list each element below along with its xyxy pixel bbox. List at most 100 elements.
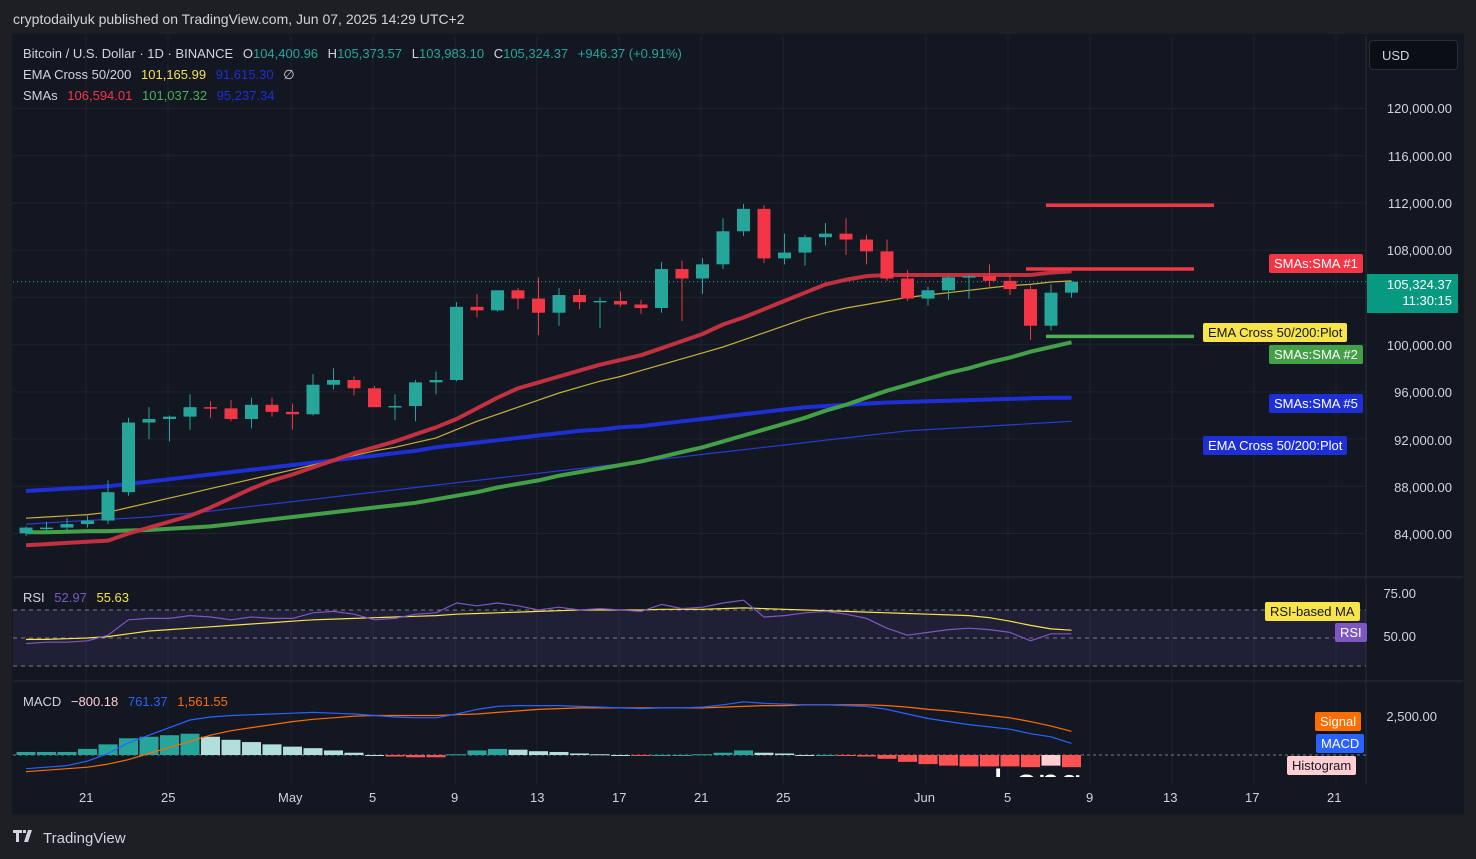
rsi-line: [25, 599, 1072, 645]
macd-hist-bar: [816, 755, 835, 756]
candle-body: [880, 251, 894, 279]
macd-hist-bar: [775, 753, 794, 755]
candle-body: [798, 237, 812, 253]
candle-body: [511, 290, 525, 299]
candle-body: [142, 418, 156, 423]
macd-hist-bar: [324, 750, 343, 755]
candle-body: [470, 306, 484, 311]
symbol-legend: Bitcoin / U.S. Dollar · 1D · BINANCE O10…: [23, 46, 688, 61]
candle-body: [183, 407, 197, 417]
x-tick: 9: [451, 790, 459, 805]
chart-frame[interactable]: [12, 34, 1464, 814]
ema-legend-symbol: ∅: [283, 67, 295, 82]
ohlc-h-value: 105,373.57: [337, 46, 403, 61]
price-tick: 88,000.00: [1394, 480, 1452, 495]
macd-hist-bar: [344, 752, 364, 755]
macd-hist-bar: [959, 755, 979, 767]
macd-hist-bar: [1000, 755, 1020, 767]
candle-body: [491, 290, 504, 311]
macd-hist-bar: [898, 755, 917, 762]
tag-ema-plot-yellow: EMA Cross 50/200:Plot: [1203, 323, 1348, 342]
macd-hist-bar: [365, 755, 384, 756]
macd-tick: 2,500.00: [1386, 709, 1437, 724]
sma1-line: [25, 269, 1072, 548]
candle-body: [224, 408, 238, 419]
x-tick: 25: [161, 790, 176, 805]
candle-body: [60, 524, 74, 528]
candle-body: [1065, 281, 1078, 293]
candle-body: [778, 252, 791, 259]
tag-rsi: RSI: [1335, 623, 1367, 642]
symbol-title: Bitcoin / U.S. Dollar · 1D · BINANCE: [23, 46, 234, 61]
ohlc-o: O104,400.96: [243, 46, 324, 61]
macd-hist-bar: [242, 742, 261, 755]
candle-body: [286, 411, 299, 415]
macd-hist-bar: [57, 751, 77, 755]
x-tick: 13: [530, 790, 545, 805]
candle-body: [450, 306, 463, 381]
macd-hist-bar: [918, 755, 938, 765]
macd-hist-bar: [426, 755, 446, 758]
tag-signal: Signal: [1315, 712, 1362, 731]
macd-hist-bar: [119, 738, 138, 755]
macd-hist-bar: [529, 751, 548, 755]
macd-hist-bar: [221, 739, 241, 755]
macd-line: [25, 701, 1072, 770]
macd-legend-line: 761.37: [127, 694, 168, 709]
candle-body: [634, 304, 648, 309]
price-tick: 112,000.00: [1387, 196, 1452, 211]
x-tick: 21: [694, 790, 709, 805]
top-bar: cryptodailyuk published on TradingView.c…: [0, 0, 1476, 34]
ohlc-l-label: L: [411, 46, 419, 61]
candle-body: [962, 276, 976, 278]
candle-body: [81, 520, 94, 525]
x-tick: 21: [79, 790, 94, 805]
macd-legend: MACD −800.18 761.37 1,561.55: [23, 694, 234, 709]
x-tick: 25: [776, 790, 791, 805]
macd-signal-line: [25, 704, 1072, 773]
candle-countdown: 11:30:15: [1402, 293, 1452, 308]
macd-hist-bar: [1021, 755, 1040, 768]
macd-hist-bar: [980, 755, 999, 767]
candle-body: [306, 384, 320, 415]
currency-button[interactable]: USD: [1369, 40, 1458, 70]
macd-hist-bar: [631, 755, 651, 756]
candle-body: [163, 416, 176, 419]
candle-body: [327, 380, 340, 385]
macd-hist-bar: [98, 744, 118, 755]
candle-body: [716, 231, 730, 265]
tag-histogram: Histogram: [1287, 756, 1357, 775]
macd-hist-bar: [283, 746, 302, 755]
macd-hist-bar: [406, 755, 425, 758]
macd-hist-bar: [488, 748, 507, 755]
sma2-line: [26, 340, 1072, 535]
tag-sma1: SMAs:SMA #1: [1269, 254, 1363, 273]
candle-body: [942, 277, 955, 291]
macd-hist-bar: [549, 751, 569, 755]
current-price-badge: 105,324.37 11:30:15: [1367, 274, 1458, 313]
price-tick: 100,000.00: [1386, 338, 1452, 353]
x-tick: May: [278, 790, 303, 805]
candle-body: [1044, 292, 1058, 326]
candle-body: [532, 298, 545, 313]
ohlc-o-value: 104,400.96: [252, 46, 319, 61]
macd-hist-bar: [652, 755, 671, 756]
ohlc-l-value: 103,983.10: [419, 46, 485, 61]
candle-body: [204, 407, 217, 409]
macd-legend-signal: 1,561.55: [177, 694, 228, 709]
candle-body: [265, 404, 279, 412]
macd-hist-bar: [939, 755, 958, 766]
candle-body: [1003, 280, 1017, 290]
ohlc-c: C105,324.37: [494, 46, 574, 61]
rsi-tick: 50.00: [1383, 629, 1416, 644]
ohlc-change: +946.37 (+0.91%): [577, 46, 682, 61]
macd-hist-bar: [836, 755, 856, 756]
macd-hist-bar: [385, 755, 405, 757]
tag-rsi-ma: RSI-based MA: [1265, 602, 1360, 621]
candle-body: [860, 239, 873, 252]
macd-hist-bar: [693, 754, 712, 756]
price-tick: 96,000.00: [1394, 385, 1452, 400]
x-tick: 13: [1163, 790, 1178, 805]
ema-legend-fast: 101,165.99: [141, 67, 207, 82]
